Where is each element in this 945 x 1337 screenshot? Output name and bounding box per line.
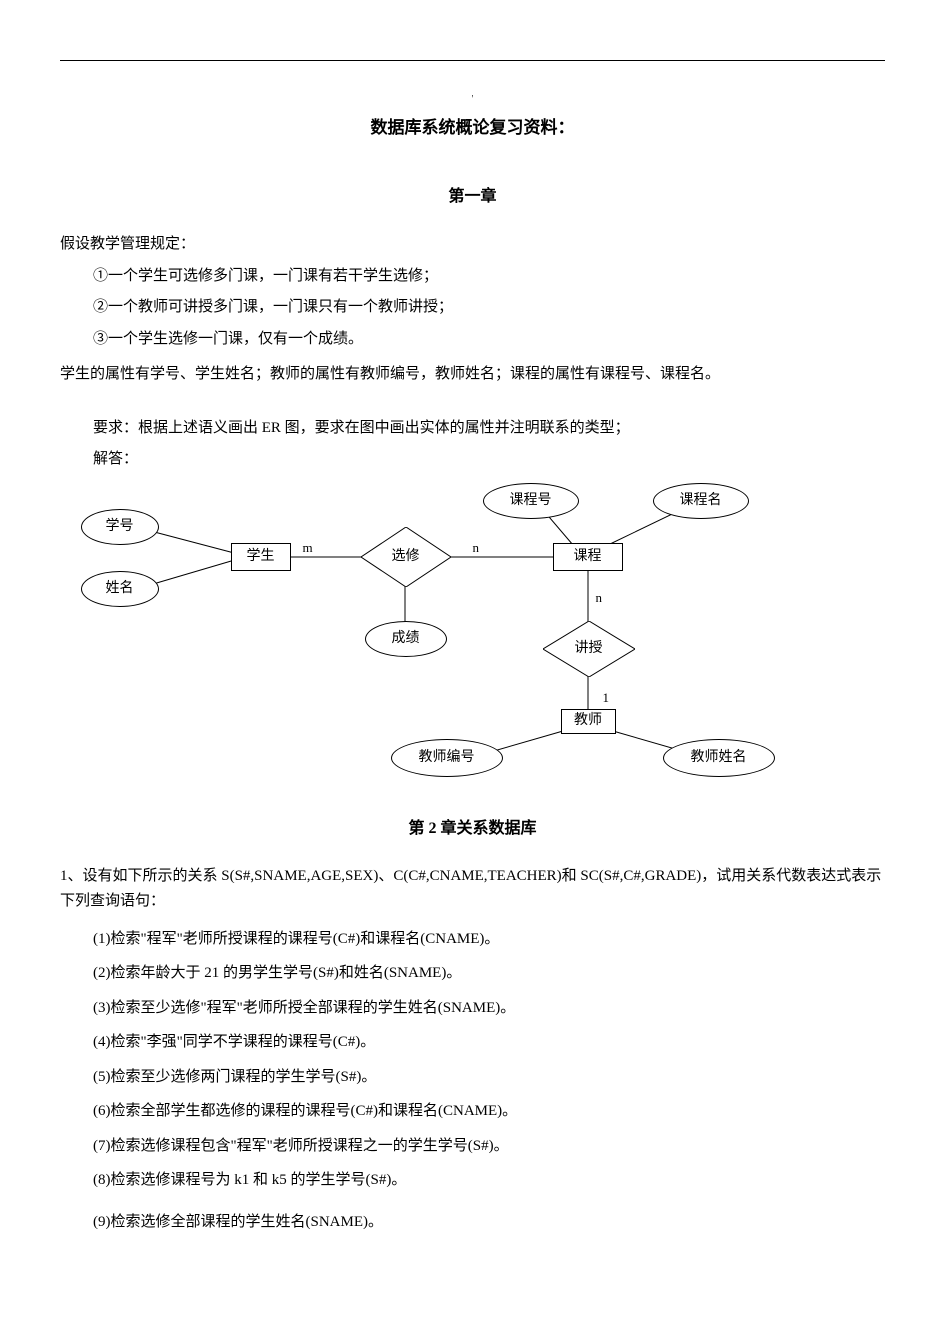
- attr-tno-label: 教师编号: [419, 746, 475, 770]
- attr-tno: 教师编号: [391, 739, 503, 777]
- rel-teach: 讲授: [543, 621, 635, 677]
- rel-select-label: 选修: [392, 545, 420, 569]
- q6: (6)检索全部学生都选修的课程的课程号(C#)和课程名(CNAME)。: [93, 1099, 885, 1125]
- tiny-mark: ': [60, 91, 885, 108]
- entity-course: 课程: [553, 543, 623, 571]
- rule-3: ③一个学生选修一门课，仅有一个成绩。: [60, 327, 885, 353]
- card-m: m: [303, 537, 313, 559]
- attr-cname: 课程名: [653, 483, 749, 519]
- attr-grade-label: 成绩: [392, 627, 420, 651]
- card-n2: n: [596, 587, 603, 609]
- attr-cno: 课程号: [483, 483, 579, 519]
- card-n1: n: [473, 537, 480, 559]
- q4: (4)检索"李强"同学不学课程的课程号(C#)。: [93, 1030, 885, 1056]
- card-one: 1: [603, 687, 610, 709]
- entity-course-label: 课程: [574, 545, 602, 569]
- q5: (5)检索至少选修两门课程的学生学号(S#)。: [93, 1065, 885, 1091]
- attr-sno-label: 学号: [106, 515, 134, 539]
- attrs-text: 学生的属性有学号、学生姓名；教师的属性有教师编号，教师姓名；课程的属性有课程号、…: [60, 362, 885, 388]
- q1: (1)检索"程军"老师所授课程的课程号(C#)和课程名(CNAME)。: [93, 927, 885, 953]
- rule-2: ②一个教师可讲授多门课，一门课只有一个教师讲授；: [60, 295, 885, 321]
- attr-tname-label: 教师姓名: [691, 746, 747, 770]
- q8: (8)检索选修课程号为 k1 和 k5 的学生学号(S#)。: [93, 1168, 885, 1194]
- rel-select: 选修: [361, 527, 451, 587]
- question-list: (1)检索"程军"老师所授课程的课程号(C#)和课程名(CNAME)。 (2)检…: [93, 927, 885, 1236]
- entity-teacher-label: 教师: [574, 709, 602, 733]
- q9: (9)检索选修全部课程的学生姓名(SNAME)。: [93, 1210, 885, 1236]
- attr-sname: 姓名: [81, 571, 159, 607]
- answer-label: 解答：: [60, 447, 885, 473]
- entity-student-label: 学生: [247, 545, 275, 569]
- attr-tname: 教师姓名: [663, 739, 775, 777]
- attr-sname-label: 姓名: [106, 577, 134, 601]
- er-diagram: 学号 姓名 学生 m 选修 n 成绩 课程号 课程名 课程 n 讲授 1 教师: [63, 479, 883, 789]
- q2: (2)检索年龄大于 21 的男学生学号(S#)和姓名(SNAME)。: [93, 961, 885, 987]
- question-prefix: 1、设有如下所示的关系 S(S#,SNAME,AGE,SEX)、C(C#,CNA…: [60, 864, 885, 915]
- q3: (3)检索至少选修"程军"老师所授全部课程的学生姓名(SNAME)。: [93, 996, 885, 1022]
- document-title: 数据库系统概论复习资料：: [60, 114, 885, 143]
- attr-sno: 学号: [81, 509, 159, 545]
- attr-cno-label: 课程号: [510, 489, 552, 513]
- q7: (7)检索选修课程包含"程军"老师所授课程之一的学生学号(S#)。: [93, 1134, 885, 1160]
- rule-1: ①一个学生可选修多门课，一门课有若干学生选修；: [60, 264, 885, 290]
- requirement-text: 要求：根据上述语义画出 ER 图，要求在图中画出实体的属性并注明联系的类型；: [60, 416, 885, 442]
- entity-student: 学生: [231, 543, 291, 571]
- attr-cname-label: 课程名: [680, 489, 722, 513]
- entity-teacher: 教师: [561, 709, 616, 734]
- rel-teach-label: 讲授: [575, 637, 603, 661]
- intro-text: 假设教学管理规定：: [60, 232, 885, 258]
- chapter1-heading: 第一章: [60, 183, 885, 210]
- chapter2-heading: 第 2 章关系数据库: [60, 815, 885, 842]
- attr-grade: 成绩: [365, 621, 447, 657]
- top-rule: [60, 60, 885, 61]
